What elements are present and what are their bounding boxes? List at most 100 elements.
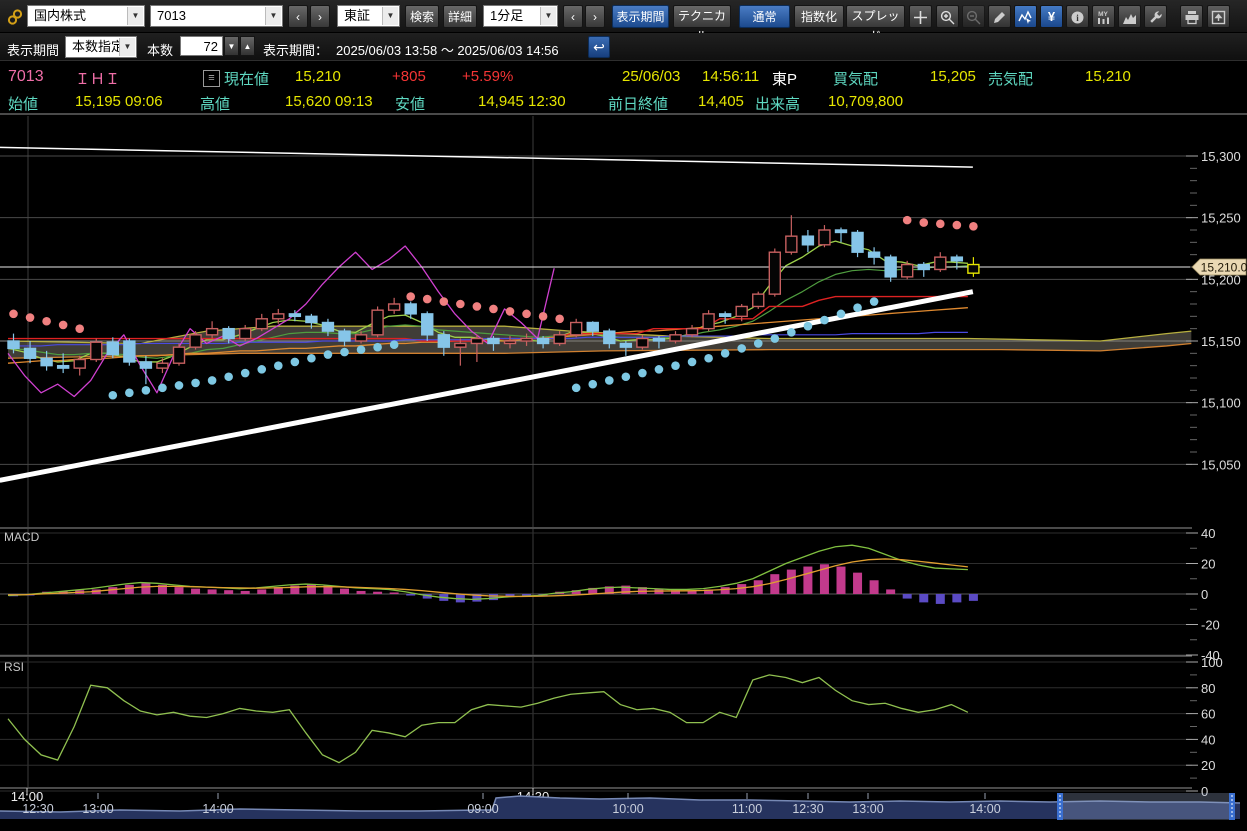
interval-next-button[interactable]: › <box>585 5 605 28</box>
gridlines <box>0 116 1192 792</box>
my-chart-icon: MY <box>1098 11 1109 24</box>
navigator-handle-right[interactable] <box>1229 793 1235 820</box>
quote-list-icon[interactable]: ≡ <box>203 70 220 87</box>
line-psychological <box>7 245 555 398</box>
svg-text:100: 100 <box>1201 655 1223 670</box>
undo-button[interactable]: ↩ <box>588 36 610 58</box>
indexed-mode-button[interactable]: 指数化 <box>794 5 844 28</box>
svg-text:14:00: 14:00 <box>202 802 233 816</box>
symbol-prev-button[interactable]: ‹ <box>288 5 308 28</box>
market-select[interactable]: 国内株式 ▼ <box>27 5 145 27</box>
svg-text:0: 0 <box>1201 784 1208 799</box>
svg-text:15,250: 15,250 <box>1201 211 1241 226</box>
normal-mode-button[interactable]: 通常 <box>739 5 790 28</box>
parabolic-sar-dots <box>9 215 978 400</box>
chevron-down-icon: ▼ <box>127 7 143 25</box>
technical-button[interactable]: テクニカル <box>673 5 731 43</box>
count-up-button[interactable]: ▲ <box>240 36 255 56</box>
macd-label: MACD <box>4 530 40 544</box>
header: 国内株式 ▼ 7013 ▼ ‹ › 東証 ▼ 検索 詳細 1分足 ▼ ‹ › 表示期間 … <box>0 0 1247 113</box>
chevron-down-icon: ▼ <box>119 38 135 56</box>
high-value: 15,620 09:13 <box>285 93 373 110</box>
bar-count-input[interactable] <box>180 36 223 56</box>
interval-prev-button[interactable]: ‹ <box>563 5 583 28</box>
market-segment: 東P <box>772 71 798 88</box>
exchange-select[interactable]: 東証 ▼ <box>337 5 400 27</box>
trendlines[interactable] <box>0 146 974 483</box>
prev-close-value: 14,405 <box>698 93 744 110</box>
chevron-down-icon: ▼ <box>540 7 556 25</box>
navigator-window[interactable] <box>1060 793 1232 820</box>
zoom-out-button[interactable] <box>962 5 985 28</box>
prev-close-label: 前日終値 <box>608 96 669 113</box>
svg-text:10:00: 10:00 <box>612 802 643 816</box>
crosshair-icon <box>914 11 927 24</box>
print-button[interactable] <box>1180 5 1203 28</box>
open-label: 始値 <box>8 96 39 113</box>
main-toolbar: 国内株式 ▼ 7013 ▼ ‹ › 東証 ▼ 検索 詳細 1分足 ▼ ‹ › 表示期間 … <box>0 0 1247 43</box>
svg-text:i: i <box>1076 13 1079 23</box>
trend-tool-button[interactable] <box>1014 5 1037 28</box>
svg-text:20: 20 <box>1201 758 1215 773</box>
popout-button[interactable] <box>1207 5 1230 28</box>
svg-text:15,100: 15,100 <box>1201 396 1241 411</box>
search-button[interactable]: 検索 <box>405 5 439 28</box>
interval-select[interactable]: 1分足 ▼ <box>483 5 558 27</box>
period-label: 表示期間 <box>7 43 60 58</box>
svg-text:15,200: 15,200 <box>1201 272 1241 287</box>
ask-price: 15,210 <box>1085 68 1131 85</box>
period-value: 2025/06/03 13:58 ～ 2025/06/03 14:56 <box>336 43 559 58</box>
high-label: 高値 <box>200 96 231 113</box>
count-mode-select[interactable]: 本数指定 ▼ <box>65 36 137 58</box>
rsi-panel[interactable] <box>7 674 969 764</box>
current-price: 15,210 <box>295 68 341 85</box>
symbol-next-button[interactable]: › <box>310 5 330 28</box>
detail-button[interactable]: 詳細 <box>443 5 477 28</box>
period-mode-button[interactable]: 表示期間 <box>612 5 669 28</box>
info-button[interactable]: i <box>1066 5 1089 28</box>
svg-text:09:00: 09:00 <box>467 802 498 816</box>
zoom-in-icon <box>940 10 955 25</box>
candles[interactable] <box>7 215 980 385</box>
navigator-handle-left[interactable] <box>1057 793 1063 820</box>
wrench-icon <box>1150 11 1162 23</box>
svg-text:12:30: 12:30 <box>22 802 53 816</box>
price-change: +805 <box>392 68 426 85</box>
spread-mode-button[interactable]: スプレッド <box>846 5 905 43</box>
symbol-select[interactable]: 7013 ▼ <box>150 5 283 27</box>
svg-text:80: 80 <box>1201 681 1215 696</box>
bid-label: 買気配 <box>833 71 879 88</box>
yen-scale-button[interactable]: ¥ <box>1040 5 1063 28</box>
quote-date: 25/06/03 <box>622 68 681 85</box>
quote-time: 14:56:11 <box>702 68 760 85</box>
zoom-in-button[interactable] <box>936 5 959 28</box>
stock-name: ＩＨＩ <box>75 71 121 88</box>
svg-text:-40: -40 <box>1201 648 1220 663</box>
crosshair-button[interactable] <box>909 5 932 28</box>
svg-text:15,210.0: 15,210.0 <box>1201 260 1247 274</box>
svg-text:12:30: 12:30 <box>792 802 823 816</box>
count-down-button[interactable]: ▼ <box>224 36 239 56</box>
settings-button[interactable] <box>1144 5 1167 28</box>
zigzag-cursor-icon <box>1018 10 1032 24</box>
chevron-down-icon: ▼ <box>265 7 281 25</box>
draw-button[interactable] <box>988 5 1011 28</box>
my-settings-button[interactable]: MY <box>1092 5 1115 28</box>
link-icon[interactable] <box>7 8 23 26</box>
svg-text:RSI: RSI <box>4 660 24 674</box>
price-axis[interactable]: 15,300 15,250 15,200 15,150 15,100 15,050 40 20… <box>1186 115 1247 799</box>
count-label: 本数 <box>147 43 174 58</box>
svg-text:15,300: 15,300 <box>1201 149 1241 164</box>
svg-text:MACD: MACD <box>4 530 40 544</box>
export-window-icon <box>1211 10 1226 25</box>
current-price-tag: 15,210.0 <box>1191 258 1247 276</box>
macd-panel[interactable] <box>7 544 978 604</box>
svg-text:15,150: 15,150 <box>1201 334 1241 349</box>
price-label: 現在値 <box>224 71 270 88</box>
bid-price: 15,205 <box>930 68 976 85</box>
line-ma-slow <box>7 265 968 359</box>
navigator[interactable]: 12:30 13:00 14:00 09:00 10:00 11:00 12:30 13:00… <box>0 793 1241 820</box>
area-chart-button[interactable] <box>1118 5 1141 28</box>
svg-text:MY: MY <box>1098 11 1108 18</box>
